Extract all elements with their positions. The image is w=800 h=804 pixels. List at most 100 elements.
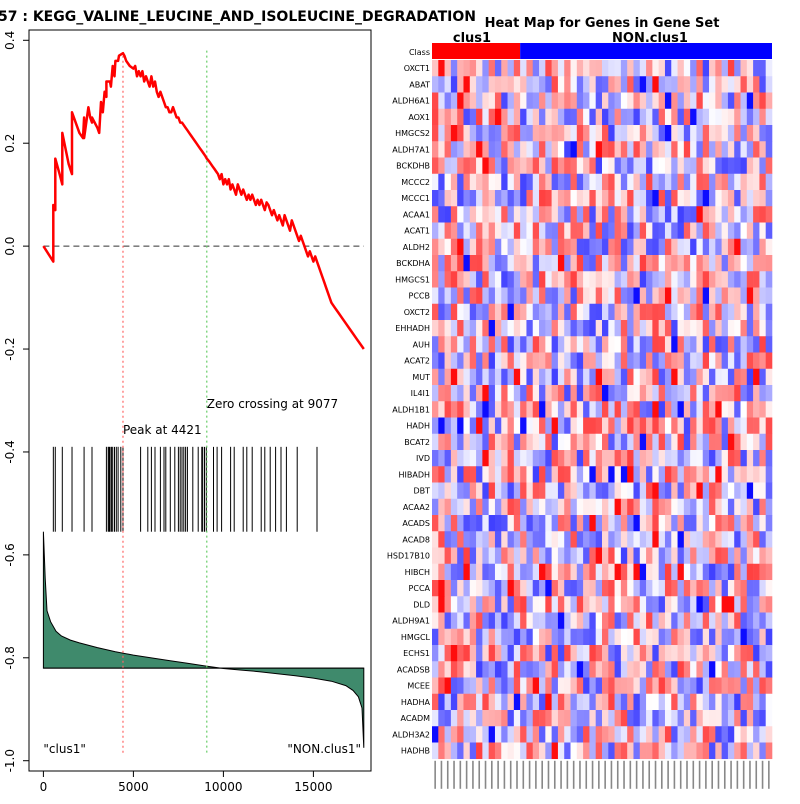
heatmap-cell [658, 482, 666, 500]
heatmap-cell [576, 238, 584, 256]
heatmap-cell [627, 596, 634, 613]
heatmap-cell [444, 466, 452, 483]
heatmap-cell [488, 628, 496, 646]
heatmap-cell [646, 563, 653, 581]
heatmap-cell [532, 141, 540, 158]
heatmap-cell [557, 60, 565, 77]
heatmap-cell [765, 693, 773, 711]
heatmap-cell [639, 677, 647, 695]
heatmap-cell [602, 352, 609, 370]
heatmap-cell [690, 482, 697, 500]
heatmap-cell [520, 368, 527, 386]
heatmap-cell [608, 433, 615, 451]
heatmap-cell [457, 385, 464, 402]
zero-crossing-label: Zero crossing at 9077 [207, 397, 338, 411]
heatmap-cell [576, 580, 584, 597]
heatmap-cell [696, 141, 704, 158]
heatmap-cell [595, 141, 603, 158]
heatmap-cell [702, 563, 710, 581]
heatmap-cell [759, 336, 767, 353]
heatmap-cell [476, 173, 483, 191]
heatmap-cell [494, 368, 502, 386]
heatmap-cell [683, 677, 691, 695]
gene-label: ACADS [402, 519, 430, 528]
heatmap-cell [753, 466, 760, 483]
heatmap-cell [702, 336, 710, 353]
heatmap-cell [570, 125, 578, 142]
heatmap-cell [438, 645, 445, 662]
heatmap-cell [664, 320, 672, 337]
heatmap-cell [614, 222, 622, 240]
heatmap-cell [614, 482, 622, 500]
heatmap-cell [444, 563, 452, 581]
heatmap-cell [482, 547, 489, 565]
heatmap-cell [557, 141, 565, 158]
heatmap-cell [608, 417, 615, 435]
heatmap-cell [664, 287, 672, 305]
heatmap-cell [513, 255, 521, 272]
heatmap-cell [765, 726, 773, 743]
heatmap-cell [614, 693, 622, 711]
heatmap-cell [444, 92, 452, 110]
heatmap-cell [614, 287, 622, 305]
heatmap-cell [570, 206, 578, 223]
heatmap-cell [545, 433, 552, 451]
heatmap-cell [589, 580, 597, 597]
heatmap-cell [671, 612, 678, 630]
gene-label: ABAT [409, 80, 430, 89]
heatmap-cell [539, 661, 546, 678]
heatmap-cell [444, 141, 452, 158]
heatmap-cell [557, 108, 565, 126]
heatmap-cell [564, 76, 571, 93]
heatmap-cell [633, 726, 641, 743]
heatmap-cell [551, 92, 559, 110]
heatmap-cell [595, 417, 603, 435]
heatmap-cell [721, 92, 729, 110]
heatmap-cell [551, 336, 559, 353]
heatmap-cell [570, 433, 578, 451]
heatmap-cell [494, 108, 502, 126]
gene-label: ALDH7A1 [392, 145, 430, 154]
heatmap-cell [564, 531, 571, 548]
sample-label-mark [553, 760, 556, 789]
heatmap-cell [639, 271, 647, 288]
heatmap-cell [709, 580, 716, 597]
heatmap-cell [438, 303, 445, 321]
heatmap-cell [482, 563, 489, 581]
heatmap-cell [658, 125, 666, 142]
heatmap-cell [627, 287, 634, 305]
heatmap-cell [627, 385, 634, 402]
heatmap-cell [677, 125, 685, 142]
heatmap-cell [501, 482, 508, 500]
heatmap-cell [476, 141, 483, 158]
heatmap-cell [683, 190, 691, 207]
heatmap-cell [696, 661, 704, 678]
heatmap-cell [520, 238, 527, 256]
heatmap-cell [627, 515, 634, 532]
heatmap-cell [620, 271, 628, 288]
heatmap-cell [709, 677, 716, 695]
heatmap-cell [690, 612, 697, 630]
heatmap-cell [658, 710, 666, 727]
heatmap-cell [583, 612, 590, 630]
heatmap-cell [494, 173, 502, 191]
heatmap-cell [721, 563, 729, 581]
heatmap-cell [608, 108, 615, 126]
heatmap-cell [727, 336, 735, 353]
heatmap-cell [734, 206, 741, 223]
heatmap-cell [576, 710, 584, 727]
heatmap-cell [532, 433, 540, 451]
heatmap-cell [432, 628, 439, 646]
heatmap-cell [646, 255, 653, 272]
heatmap-cell [507, 531, 515, 548]
heatmap-cell [759, 710, 767, 727]
heatmap-cell [595, 596, 603, 613]
heatmap-cell [627, 677, 634, 695]
heatmap-cell [583, 661, 590, 678]
heatmap-cell [664, 206, 672, 223]
heatmap-cell [709, 238, 716, 256]
heatmap-cell [513, 352, 521, 370]
heatmap-cell [702, 238, 710, 256]
heatmap-cell [658, 693, 666, 711]
heatmap-cell [476, 450, 483, 467]
